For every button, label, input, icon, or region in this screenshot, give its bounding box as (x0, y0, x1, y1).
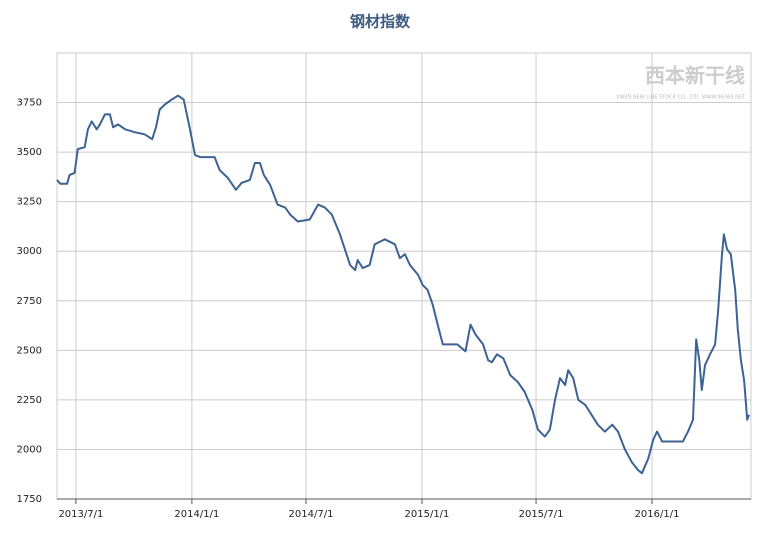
y-tick-label: 2250 (17, 395, 42, 406)
x-tick-label: 2016/1/1 (635, 509, 680, 520)
y-tick-label: 3750 (17, 98, 42, 109)
y-tick-label: 3250 (17, 197, 42, 208)
watermark-subtitle: XIBEN NEW LINE STOCK CO., LTD. WWW.96369… (616, 95, 746, 101)
y-tick-label: 2000 (17, 444, 42, 455)
y-tick-label: 3000 (17, 246, 42, 257)
watermark: 西本新干线 (645, 64, 745, 88)
y-tick-label: 3500 (17, 147, 42, 158)
y-tick-label: 2500 (17, 345, 42, 356)
x-tick-label: 2014/7/1 (289, 509, 334, 520)
series-line (56, 94, 751, 475)
y-tick-label: 1750 (17, 494, 42, 505)
chart-title: 钢材指数 (350, 13, 411, 31)
x-tick-label: 2014/1/1 (174, 509, 219, 520)
plot-area (56, 52, 752, 500)
x-tick-label: 2015/1/1 (405, 509, 450, 520)
y-tick-label: 2750 (17, 296, 42, 307)
x-tick-label: 2013/7/1 (58, 509, 103, 520)
x-tick-label: 2015/7/1 (519, 509, 564, 520)
